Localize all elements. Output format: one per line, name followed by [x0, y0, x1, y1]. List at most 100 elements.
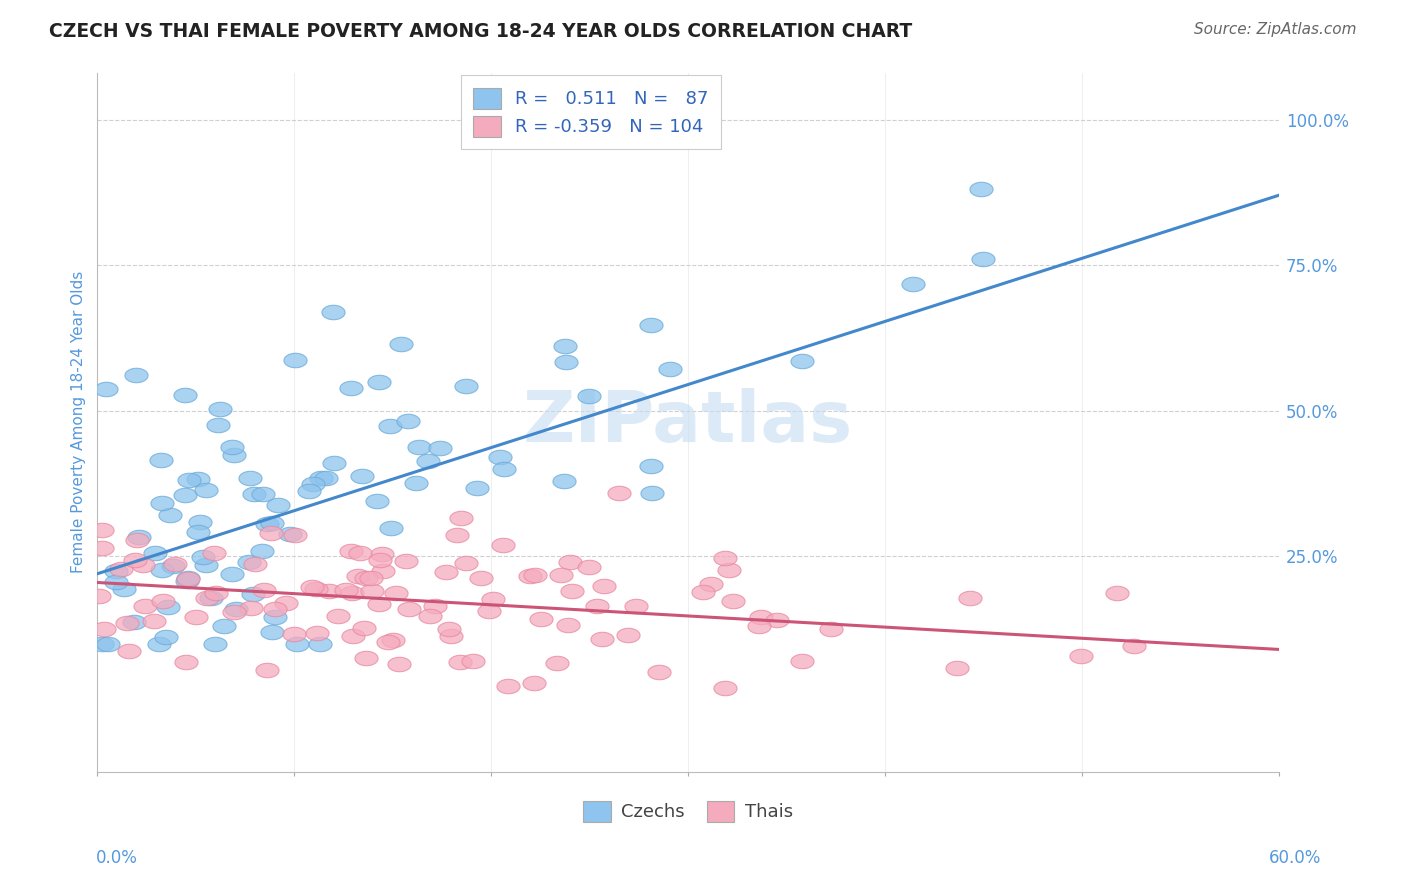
Point: [523, 675, 546, 690]
Point: [221, 567, 243, 582]
Point: [481, 592, 503, 607]
Point: [124, 553, 146, 567]
Point: [1070, 649, 1092, 664]
Point: [425, 599, 447, 613]
Point: [578, 389, 600, 403]
Point: [253, 583, 276, 598]
Point: [318, 584, 340, 599]
Point: [150, 495, 173, 509]
Point: [283, 528, 305, 542]
Point: [156, 600, 179, 615]
Point: [315, 471, 337, 485]
Point: [640, 458, 662, 473]
Point: [454, 379, 477, 393]
Point: [557, 618, 579, 632]
Point: [972, 252, 994, 266]
Point: [550, 567, 572, 582]
Point: [699, 577, 721, 591]
Point: [378, 419, 401, 434]
Point: [176, 655, 198, 669]
Point: [221, 440, 243, 454]
Point: [790, 354, 813, 368]
Point: [110, 562, 132, 576]
Point: [152, 594, 174, 608]
Point: [419, 608, 441, 623]
Point: [368, 553, 391, 567]
Point: [174, 488, 197, 502]
Point: [187, 472, 209, 486]
Point: [388, 657, 411, 671]
Point: [177, 571, 200, 585]
Point: [155, 630, 177, 644]
Point: [659, 362, 682, 376]
Point: [267, 498, 290, 512]
Point: [349, 546, 371, 560]
Point: [491, 538, 513, 552]
Point: [245, 557, 267, 571]
Point: [115, 616, 138, 631]
Point: [692, 585, 714, 599]
Point: [202, 546, 225, 560]
Point: [342, 629, 364, 643]
Point: [222, 448, 245, 462]
Point: [301, 580, 323, 594]
Point: [125, 368, 148, 382]
Point: [529, 612, 551, 626]
Point: [389, 337, 412, 351]
Point: [205, 586, 228, 600]
Point: [488, 450, 510, 464]
Point: [721, 594, 744, 608]
Point: [380, 521, 402, 535]
Text: Source: ZipAtlas.com: Source: ZipAtlas.com: [1194, 22, 1357, 37]
Point: [408, 440, 430, 454]
Point: [901, 277, 924, 292]
Point: [159, 508, 181, 522]
Point: [280, 527, 302, 541]
Point: [200, 591, 222, 605]
Point: [368, 375, 391, 389]
Point: [561, 583, 583, 598]
Point: [396, 414, 419, 428]
Point: [298, 483, 321, 498]
Point: [370, 547, 392, 561]
Point: [90, 541, 112, 555]
Point: [449, 655, 471, 669]
Point: [373, 564, 395, 578]
Point: [792, 654, 814, 668]
Point: [307, 626, 329, 640]
Point: [713, 681, 735, 696]
Point: [187, 525, 209, 540]
Point: [382, 632, 405, 647]
Point: [398, 602, 420, 616]
Point: [385, 586, 408, 600]
Point: [131, 558, 153, 572]
Legend: Czechs, Thais: Czechs, Thais: [576, 794, 800, 829]
Point: [284, 353, 307, 368]
Point: [554, 354, 576, 368]
Point: [360, 571, 382, 585]
Point: [148, 637, 170, 651]
Point: [239, 471, 262, 485]
Point: [366, 494, 388, 508]
Point: [224, 605, 246, 619]
Point: [519, 569, 541, 583]
Point: [112, 582, 135, 596]
Point: [461, 654, 484, 668]
Point: [105, 565, 128, 579]
Point: [252, 487, 274, 501]
Point: [624, 599, 647, 613]
Point: [165, 558, 187, 572]
Y-axis label: Female Poverty Among 18-24 Year Olds: Female Poverty Among 18-24 Year Olds: [72, 271, 86, 574]
Point: [134, 599, 156, 613]
Point: [240, 600, 263, 615]
Point: [142, 614, 165, 628]
Point: [302, 477, 325, 491]
Point: [194, 483, 217, 497]
Point: [91, 637, 114, 651]
Point: [959, 591, 981, 605]
Point: [558, 556, 581, 570]
Point: [256, 517, 278, 532]
Point: [212, 619, 235, 633]
Point: [377, 635, 399, 649]
Point: [204, 637, 226, 651]
